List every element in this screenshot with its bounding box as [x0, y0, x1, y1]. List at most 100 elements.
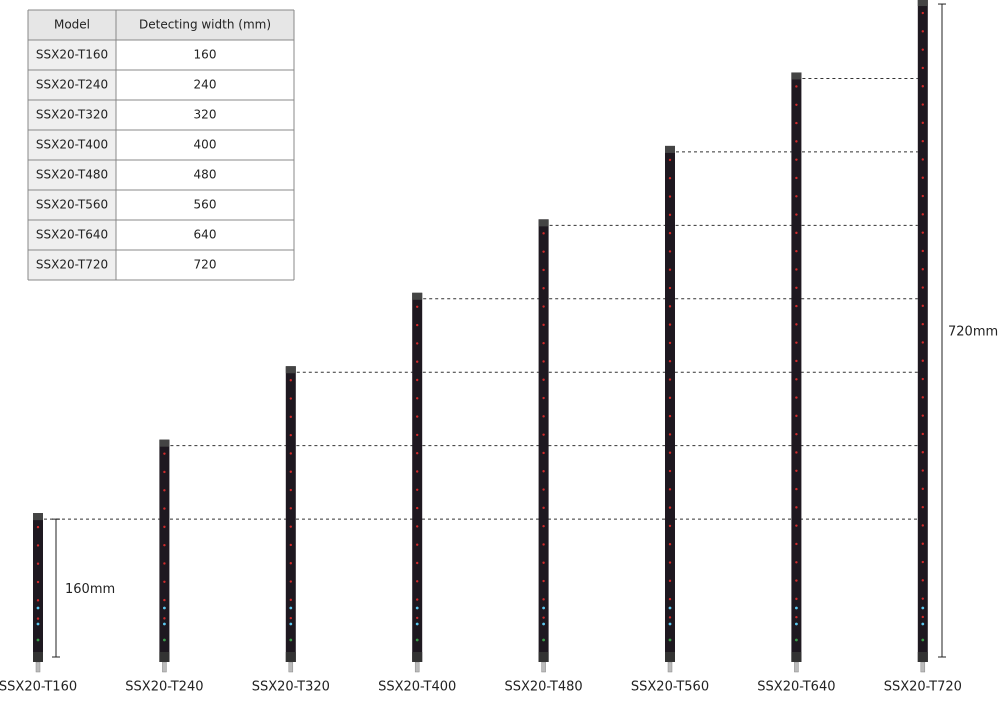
led: [795, 249, 798, 253]
sensor-cap: [665, 652, 675, 662]
sensor-connector: [667, 661, 673, 673]
sensor-cap: [665, 145, 675, 153]
led: [795, 396, 798, 399]
sensor: [285, 366, 296, 673]
led: [542, 543, 545, 546]
led: [163, 507, 166, 510]
model-cell: SSX20-T480: [36, 168, 108, 182]
led: [542, 415, 545, 418]
width-cell: 720: [194, 258, 217, 272]
model-cell: SSX20-T640: [36, 228, 108, 242]
sensor: [538, 219, 549, 673]
led: [36, 599, 40, 602]
led: [163, 543, 166, 547]
led: [921, 286, 924, 289]
led: [289, 598, 292, 602]
led: [542, 488, 545, 491]
sensor-body: [791, 72, 802, 663]
led: [795, 506, 798, 509]
sensor-cap: [159, 439, 170, 447]
led: [668, 231, 672, 235]
model-cell-bg: [28, 250, 116, 280]
led: [668, 341, 672, 345]
led: [795, 121, 798, 125]
width-cell: 480: [194, 168, 217, 182]
led: [921, 524, 924, 527]
led: [36, 622, 40, 626]
led: [921, 121, 924, 125]
led: [921, 30, 924, 33]
led: [795, 606, 798, 610]
model-cell-bg: [28, 70, 116, 100]
sensor-connector: [794, 661, 799, 673]
led: [795, 524, 798, 527]
header-cell: Detecting width (mm): [139, 18, 271, 32]
led: [921, 597, 924, 600]
led: [416, 488, 419, 491]
sensor-label: SSX20-T400: [378, 680, 456, 695]
led: [668, 250, 672, 253]
led: [921, 505, 924, 509]
led: [542, 524, 545, 528]
width-cell: 320: [194, 108, 217, 122]
led: [415, 638, 419, 642]
led: [921, 176, 924, 179]
led: [542, 250, 545, 253]
sensor-label: SSX20-T240: [125, 680, 203, 695]
led: [289, 562, 292, 565]
sensor-connector: [541, 661, 546, 673]
led: [795, 597, 798, 601]
led: [289, 415, 292, 419]
led: [795, 323, 798, 326]
led: [163, 470, 166, 474]
sensor-body: [917, 0, 928, 663]
led: [163, 580, 166, 583]
sensor-label: SSX20-T720: [884, 680, 962, 695]
sensor-cap: [791, 652, 802, 662]
model-cell-bg: [28, 40, 116, 70]
led: [795, 542, 798, 546]
led: [668, 524, 672, 528]
sensor-cap: [285, 366, 296, 374]
model-cell: SSX20-T560: [36, 198, 108, 212]
led: [36, 525, 40, 529]
led: [415, 622, 419, 626]
led: [163, 452, 166, 455]
dimension-label: 160mm: [65, 582, 115, 597]
led: [921, 542, 924, 545]
led: [416, 323, 419, 327]
led: [542, 470, 545, 473]
led: [795, 432, 798, 436]
led: [289, 470, 292, 473]
led: [668, 506, 672, 509]
led: [416, 506, 419, 510]
header-cell: Model: [54, 18, 90, 32]
led: [289, 606, 293, 610]
led: [542, 305, 545, 308]
sensor: [159, 439, 170, 673]
led: [36, 638, 40, 642]
led: [795, 487, 798, 491]
sensor-body: [665, 145, 675, 663]
sensor-connector: [162, 661, 167, 673]
led: [416, 433, 419, 437]
led: [542, 622, 545, 626]
led: [542, 606, 545, 610]
led: [921, 194, 924, 198]
led: [668, 433, 672, 436]
led: [668, 177, 672, 180]
led: [416, 415, 419, 418]
led: [668, 286, 672, 290]
led: [289, 507, 292, 510]
width-cell: 160: [194, 48, 217, 62]
led: [416, 616, 419, 620]
led: [921, 322, 924, 326]
sensor-label: SSX20-T160: [0, 680, 77, 695]
model-cell-bg: [28, 160, 116, 190]
led: [795, 85, 798, 88]
led: [668, 622, 672, 626]
led: [289, 397, 292, 400]
led: [668, 606, 672, 610]
led: [921, 377, 924, 381]
